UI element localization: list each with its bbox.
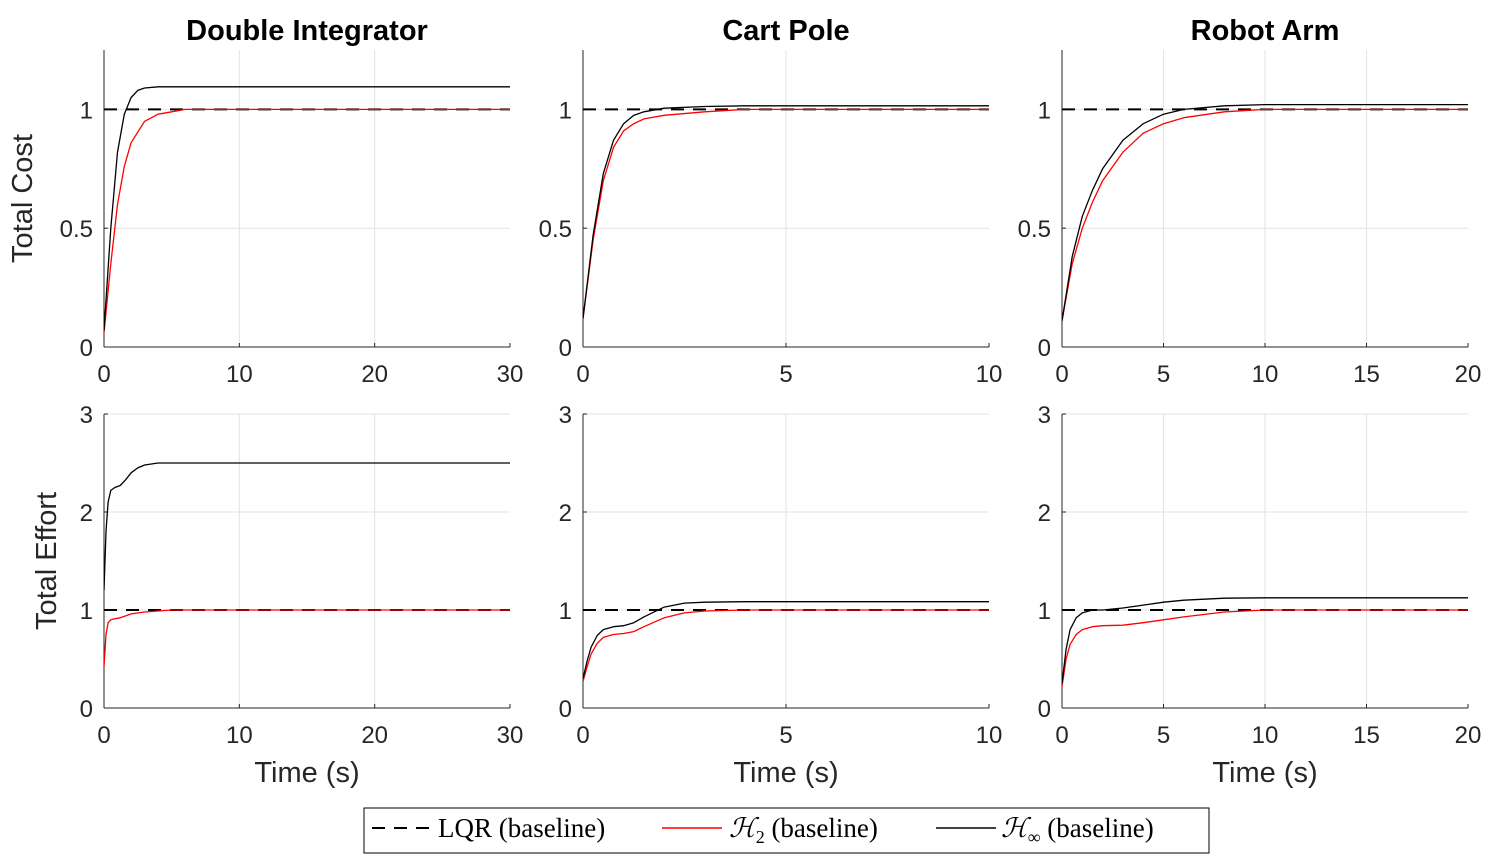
series-group [583, 105, 989, 319]
series-group [104, 462, 510, 667]
chart-panel-5: 0 5 10 0 1 2 3 Time (s) [559, 402, 1003, 789]
series-line-h2 [1062, 108, 1468, 322]
x-tick-label: 20 [361, 722, 388, 749]
legend-box [363, 807, 1210, 854]
series-line-hinf [104, 86, 510, 331]
y-tick-label: 1 [80, 598, 93, 625]
series-group [583, 601, 989, 682]
y-tick-label: 0 [559, 696, 572, 723]
x-tick-label: 0 [576, 722, 589, 749]
y-tick-label: 0 [1038, 335, 1051, 362]
legend-hinf-text: (baseline) [1041, 813, 1154, 843]
y-tick-label: 1 [559, 598, 572, 625]
series-line-h2 [583, 108, 989, 319]
legend: LQR (baseline) ℋ2 (baseline) ℋ∞ (baselin… [363, 807, 1210, 854]
y-tick-label: 1 [1038, 598, 1051, 625]
x-tick-label: 10 [226, 361, 253, 388]
x-tick-label: 5 [779, 361, 792, 388]
series-line-h2 [583, 609, 989, 682]
chart-panel-2: 0 5 10 0 0.5 1 Cart Pole [539, 15, 1003, 388]
y-tick-label: 0 [80, 335, 93, 362]
series-line-hinf [1062, 597, 1468, 684]
x-tick-label: 0 [97, 361, 110, 388]
chart-panel-6: 0 5 10 15 20 0 1 2 3 Time (s) [1038, 402, 1482, 789]
y-tick-label: 0 [80, 696, 93, 723]
y-tick-label: 0 [1038, 696, 1051, 723]
legend-h2-text: (baseline) [765, 813, 878, 843]
legend-lqr-label: LQR (baseline) [438, 813, 605, 843]
series-line-hinf [104, 462, 510, 591]
y-tick-label: 3 [80, 402, 93, 429]
y-tick-label: 2 [80, 500, 93, 527]
y-tick-label: 2 [1038, 500, 1051, 527]
series-group [1062, 597, 1468, 687]
series-line-hinf [583, 105, 989, 319]
x-tick-label: 10 [1252, 722, 1279, 749]
x-tick-label: 15 [1353, 722, 1380, 749]
legend-h2-label: ℋ2 (baseline) [729, 813, 878, 847]
y-axis-label: Total Cost [7, 134, 39, 263]
panel-title: Double Integrator [186, 15, 428, 47]
legend-hinf-symbol: ℋ [1001, 813, 1032, 843]
x-tick-label: 20 [361, 361, 388, 388]
y-axis-label: Total Effort [31, 492, 63, 630]
series-group [1062, 103, 1468, 322]
y-tick-label: 0.5 [539, 216, 572, 243]
x-tick-label: 20 [1455, 722, 1482, 749]
x-tick-label: 10 [1252, 361, 1279, 388]
panel-title: Robot Arm [1191, 15, 1340, 47]
y-tick-label: 3 [1038, 402, 1051, 429]
x-axis-label: Time (s) [1212, 757, 1317, 789]
y-tick-label: 0.5 [60, 216, 93, 243]
panel-title: Cart Pole [722, 15, 849, 47]
series-line-hinf [1062, 103, 1468, 322]
series-line-h2 [104, 609, 510, 667]
y-tick-label: 3 [559, 402, 572, 429]
series-line-h2 [1062, 609, 1468, 687]
x-tick-label: 0 [97, 722, 110, 749]
chart-panel-1: 0 10 20 30 0 0.5 1 Double Integrator Total Cost [7, 15, 523, 388]
x-tick-label: 0 [576, 361, 589, 388]
chart-panel-4: 0 10 20 30 0 1 2 3 Total Effort Time (s) [31, 402, 523, 789]
x-tick-label: 30 [497, 361, 524, 388]
x-tick-label: 10 [976, 722, 1003, 749]
y-tick-label: 0.5 [1018, 216, 1051, 243]
series-line-h2 [104, 108, 510, 333]
legend-hinf-subscript: ∞ [1028, 827, 1041, 847]
series-group [104, 86, 510, 333]
series-line-hinf [583, 601, 989, 679]
x-axis-label: Time (s) [733, 757, 838, 789]
x-tick-label: 5 [1157, 361, 1170, 388]
legend-h2-subscript: 2 [756, 827, 765, 847]
x-tick-label: 5 [779, 722, 792, 749]
x-axis-label: Time (s) [254, 757, 359, 789]
y-tick-label: 1 [559, 97, 572, 124]
x-tick-label: 10 [226, 722, 253, 749]
chart-panel-3: 0 5 10 15 20 0 0.5 1 Robot Arm [1018, 15, 1482, 388]
legend-h2-symbol: ℋ [729, 813, 760, 843]
x-tick-label: 20 [1455, 361, 1482, 388]
legend-hinf-label: ℋ∞ (baseline) [1001, 813, 1154, 847]
y-tick-label: 1 [1038, 97, 1051, 124]
x-tick-label: 15 [1353, 361, 1380, 388]
x-tick-label: 10 [976, 361, 1003, 388]
x-tick-label: 30 [497, 722, 524, 749]
y-tick-label: 2 [559, 500, 572, 527]
x-tick-label: 5 [1157, 722, 1170, 749]
x-tick-label: 0 [1055, 361, 1068, 388]
x-tick-label: 0 [1055, 722, 1068, 749]
y-tick-label: 0 [559, 335, 572, 362]
y-tick-label: 1 [80, 97, 93, 124]
